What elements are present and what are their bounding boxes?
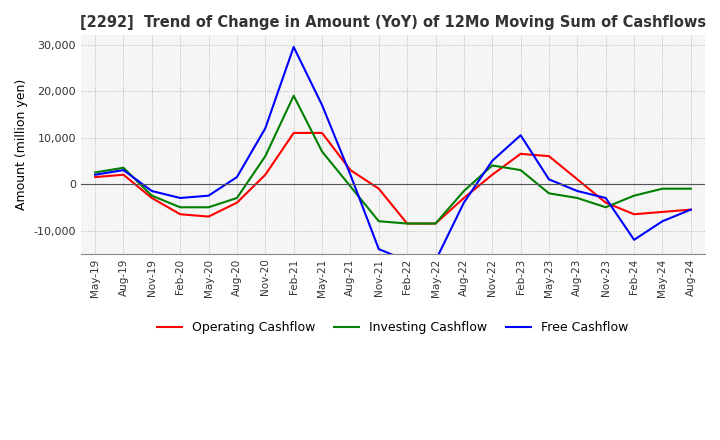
- Free Cashflow: [630, 237, 639, 242]
- Free Cashflow: [686, 207, 695, 212]
- Line: Investing Cashflow: Investing Cashflow: [95, 96, 690, 224]
- Operating Cashflow: [261, 172, 269, 177]
- Free Cashflow: [261, 126, 269, 131]
- Investing Cashflow: [261, 154, 269, 159]
- Investing Cashflow: [402, 221, 411, 226]
- Operating Cashflow: [601, 200, 610, 205]
- Operating Cashflow: [233, 200, 241, 205]
- Operating Cashflow: [318, 130, 326, 136]
- Operating Cashflow: [119, 172, 127, 177]
- Investing Cashflow: [658, 186, 667, 191]
- Operating Cashflow: [544, 154, 553, 159]
- Operating Cashflow: [459, 195, 468, 201]
- Operating Cashflow: [658, 209, 667, 215]
- Operating Cashflow: [176, 212, 184, 217]
- Free Cashflow: [374, 246, 383, 252]
- Investing Cashflow: [488, 163, 497, 168]
- Operating Cashflow: [148, 195, 156, 201]
- Operating Cashflow: [289, 130, 298, 136]
- Operating Cashflow: [686, 207, 695, 212]
- Title: [2292]  Trend of Change in Amount (YoY) of 12Mo Moving Sum of Cashflows: [2292] Trend of Change in Amount (YoY) o…: [80, 15, 706, 30]
- Investing Cashflow: [233, 195, 241, 201]
- Free Cashflow: [488, 158, 497, 163]
- Investing Cashflow: [148, 193, 156, 198]
- Investing Cashflow: [176, 205, 184, 210]
- Free Cashflow: [459, 200, 468, 205]
- Free Cashflow: [402, 258, 411, 264]
- Investing Cashflow: [346, 184, 355, 189]
- Free Cashflow: [176, 195, 184, 201]
- Investing Cashflow: [459, 188, 468, 194]
- Operating Cashflow: [516, 151, 525, 157]
- Line: Free Cashflow: Free Cashflow: [95, 47, 690, 261]
- Y-axis label: Amount (million yen): Amount (million yen): [15, 79, 28, 210]
- Operating Cashflow: [630, 212, 639, 217]
- Investing Cashflow: [601, 205, 610, 210]
- Investing Cashflow: [516, 168, 525, 173]
- Free Cashflow: [289, 44, 298, 50]
- Investing Cashflow: [91, 170, 99, 175]
- Free Cashflow: [91, 172, 99, 177]
- Investing Cashflow: [318, 149, 326, 154]
- Free Cashflow: [346, 172, 355, 177]
- Free Cashflow: [233, 174, 241, 180]
- Operating Cashflow: [431, 221, 440, 226]
- Legend: Operating Cashflow, Investing Cashflow, Free Cashflow: Operating Cashflow, Investing Cashflow, …: [152, 316, 634, 339]
- Operating Cashflow: [346, 168, 355, 173]
- Investing Cashflow: [630, 193, 639, 198]
- Operating Cashflow: [91, 174, 99, 180]
- Operating Cashflow: [402, 221, 411, 226]
- Investing Cashflow: [204, 205, 213, 210]
- Operating Cashflow: [204, 214, 213, 219]
- Free Cashflow: [204, 193, 213, 198]
- Line: Operating Cashflow: Operating Cashflow: [95, 133, 690, 224]
- Free Cashflow: [318, 103, 326, 108]
- Investing Cashflow: [573, 195, 582, 201]
- Free Cashflow: [601, 195, 610, 201]
- Investing Cashflow: [544, 191, 553, 196]
- Investing Cashflow: [686, 186, 695, 191]
- Free Cashflow: [658, 219, 667, 224]
- Free Cashflow: [119, 168, 127, 173]
- Free Cashflow: [544, 177, 553, 182]
- Operating Cashflow: [573, 177, 582, 182]
- Investing Cashflow: [289, 93, 298, 99]
- Free Cashflow: [431, 258, 440, 264]
- Free Cashflow: [516, 132, 525, 138]
- Investing Cashflow: [374, 219, 383, 224]
- Operating Cashflow: [488, 172, 497, 177]
- Investing Cashflow: [431, 221, 440, 226]
- Free Cashflow: [573, 188, 582, 194]
- Operating Cashflow: [374, 186, 383, 191]
- Investing Cashflow: [119, 165, 127, 170]
- Free Cashflow: [148, 188, 156, 194]
